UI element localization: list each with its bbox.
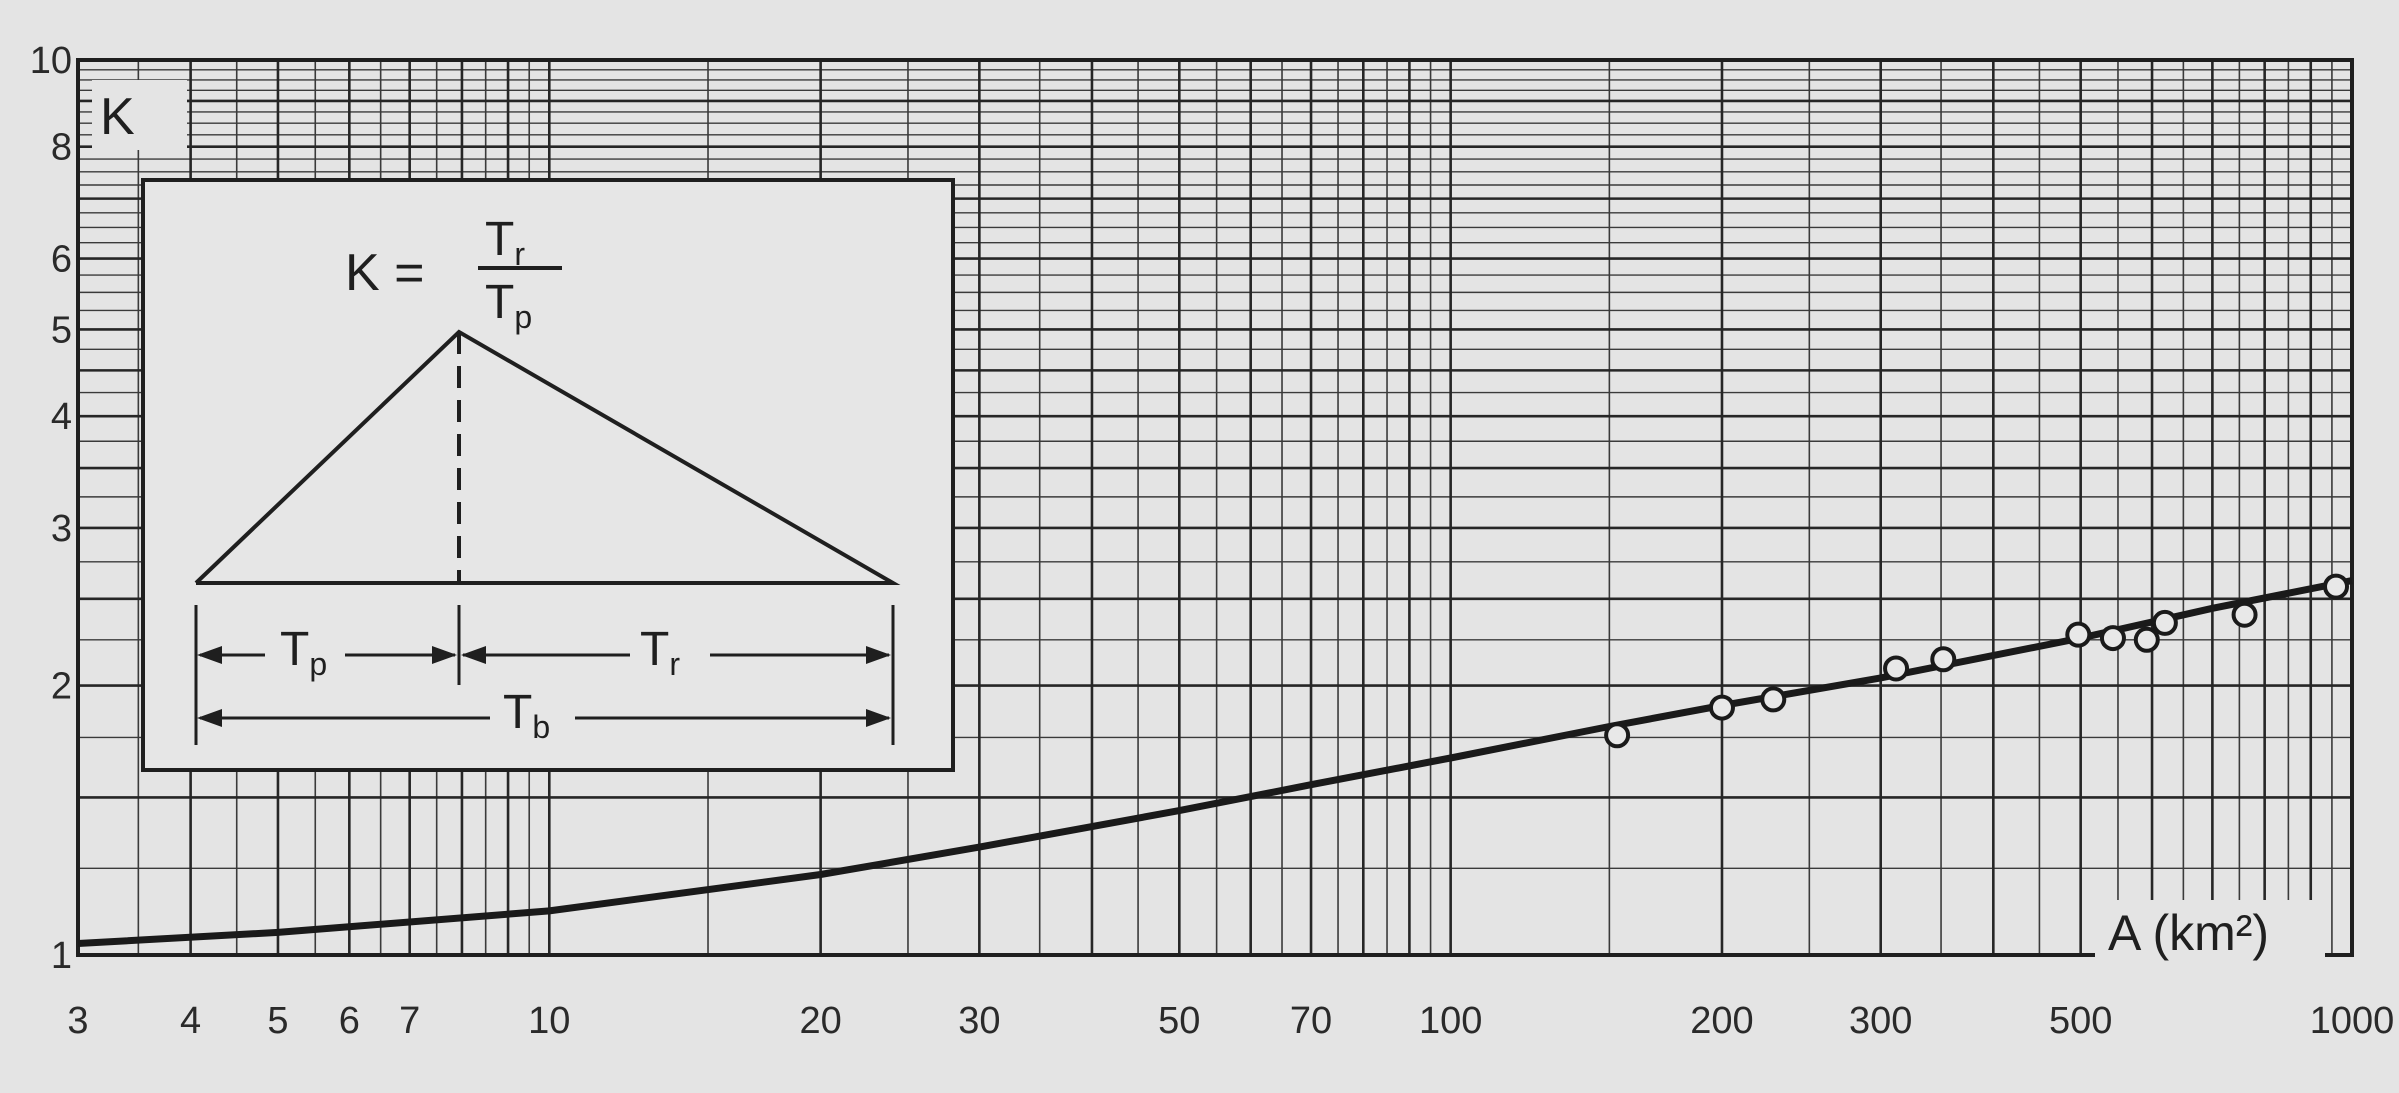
- y-tick-label: 4: [51, 396, 72, 438]
- x-tick-label: 200: [1690, 1000, 1753, 1042]
- observation-point: [2151, 609, 2178, 636]
- plot-frame: [76, 58, 2354, 957]
- x-tick-label: 1000: [2310, 1000, 2395, 1042]
- x-tick-label: 50: [1158, 1000, 1200, 1042]
- y-tick-label: 6: [51, 239, 72, 281]
- x-tick-label: 5: [267, 1000, 288, 1042]
- hydrograph-triangle: [194, 329, 901, 585]
- ylabel-backdrop: [92, 80, 187, 150]
- observation-point: [1708, 694, 1735, 721]
- hydrograph-inset: K = Tr Tp Tp Tr Tb: [141, 178, 955, 772]
- formula-numerator: Tr: [485, 213, 525, 272]
- x-tick-label: 300: [1849, 1000, 1912, 1042]
- tb-label: Tb: [503, 686, 550, 745]
- x-tick-labels: 3 4 5 6 7 10 20 30 50 70 100 200 300 500 1000: [67, 1000, 2394, 1042]
- x-tick-label: 4: [180, 1000, 201, 1042]
- formula-denominator: Tp: [485, 276, 532, 335]
- x-tick-label: 3: [67, 1000, 88, 1042]
- observation-points: [1604, 573, 2350, 749]
- tp-arrowhead-left: [197, 646, 222, 664]
- observation-point: [1930, 646, 1957, 673]
- observation-point: [2231, 601, 2258, 628]
- x-tick-label: 500: [2049, 1000, 2112, 1042]
- tp-arrowhead-right: [432, 646, 457, 664]
- tr-arrowhead-right: [866, 646, 891, 664]
- x-tick-label: 100: [1419, 1000, 1482, 1042]
- y-tick-label: 2: [51, 666, 72, 708]
- observation-point: [1604, 722, 1631, 749]
- formula-lhs: K =: [345, 244, 425, 302]
- observation-point: [1883, 655, 1910, 682]
- x-tick-label: 70: [1290, 1000, 1332, 1042]
- x-tick-label: 10: [528, 1000, 570, 1042]
- y-tick-label: 1: [51, 935, 72, 977]
- x-tick-label: 6: [339, 1000, 360, 1042]
- fitted-curve: [77, 577, 2353, 947]
- observation-point: [2323, 573, 2350, 600]
- tp-label: Tp: [280, 623, 327, 682]
- tb-arrowhead-left: [197, 709, 222, 727]
- inset-box: [141, 178, 955, 772]
- y-tick-label: 5: [51, 309, 72, 351]
- y-tick-label: 3: [51, 508, 72, 550]
- observation-point: [2099, 625, 2126, 652]
- x-tick-label: 30: [958, 1000, 1000, 1042]
- tr-arrowhead-left: [461, 646, 486, 664]
- y-tick-labels: 1 2 3 4 5 6 8 10: [30, 40, 72, 977]
- y-axis-label: K: [100, 88, 135, 146]
- observation-point: [2133, 626, 2160, 653]
- x-tick-label: 20: [799, 1000, 841, 1042]
- x-axis-label: A (km²): [2108, 905, 2269, 961]
- tr-label: Tr: [640, 623, 680, 682]
- tb-arrowhead-right: [866, 709, 891, 727]
- xlabel-backdrop: [2095, 900, 2325, 975]
- observation-point: [1760, 686, 1787, 713]
- y-tick-label: 8: [51, 127, 72, 169]
- y-tick-label: 10: [30, 40, 72, 82]
- x-tick-label: 7: [399, 1000, 420, 1042]
- observation-point: [2065, 621, 2092, 648]
